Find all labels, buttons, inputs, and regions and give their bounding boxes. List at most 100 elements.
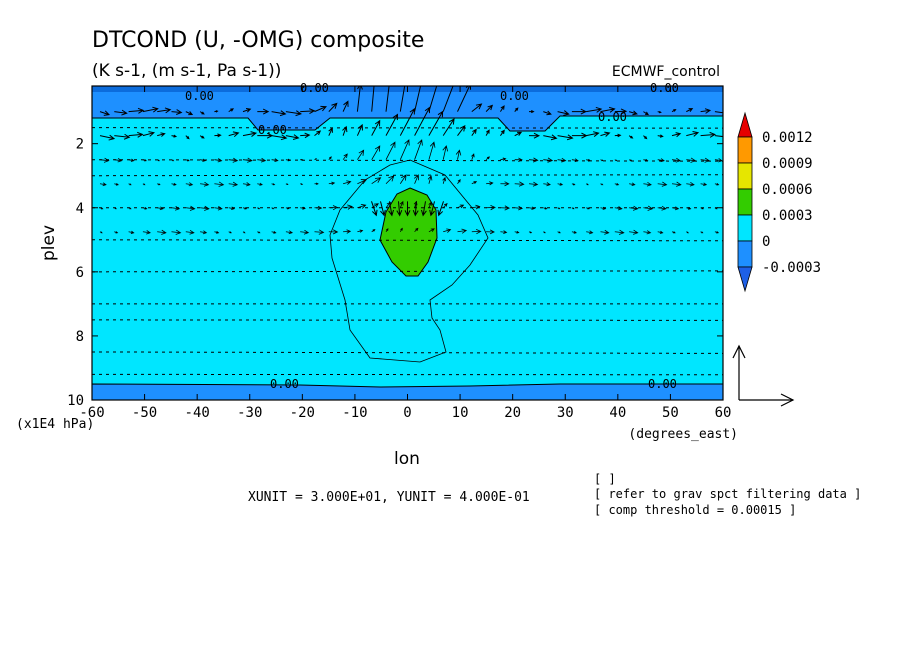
unit-note: XUNIT = 3.000E+01, YUNIT = 4.000E-01 [248,490,530,505]
wind-vector-arrow [714,135,723,138]
contour-label: 0.00 [598,110,627,124]
wind-vector-arrow [300,183,304,185]
wind-vector-arrow [414,139,423,160]
wind-vector-arrow [357,229,364,233]
wind-vector-arrow [200,230,208,235]
wind-vector-arrow [657,205,667,211]
wind-vector-arrow [157,107,172,114]
wind-vector-arrow [671,132,682,138]
wind-vector-arrow [427,175,433,184]
wind-vector-arrow [157,229,167,235]
colorbar-label: 0.0009 [762,156,813,172]
wind-vector-arrow [342,125,348,136]
wind-vector-arrow [314,130,322,137]
wind-vector-arrow [285,158,291,162]
wind-vector-arrow [628,159,633,162]
wind-vector-arrow [214,230,220,234]
chart-subtitle: (K s-1, (m s-1, Pa s-1)) [92,61,281,81]
wind-vector-arrow [142,230,151,235]
x-tick-label: 50 [662,405,679,421]
contour-label: 0.00 [258,123,287,137]
wind-vector-arrow [414,86,422,112]
wind-vector-arrow [300,206,306,210]
wind-vector-arrow [500,157,507,161]
wind-vector-arrow [114,109,128,116]
wind-vector-arrow [142,159,147,162]
wind-vector-arrow [242,182,251,187]
colorbar-label: 0.0012 [762,130,813,146]
wind-vector-arrow [543,207,548,210]
wind-vector-arrow [442,118,455,136]
wind-vector-arrow [99,157,110,163]
y-tick-label: 10 [67,393,84,409]
wind-vector-arrow [385,175,395,185]
wind-vector-arrow [399,174,407,184]
wind-vector-arrow [314,158,318,161]
wind-vector-arrow [300,108,316,115]
wind-vector-arrow [242,157,253,163]
wind-vector-arrow [214,206,223,211]
wind-vector-arrow [356,123,363,136]
wind-vector-arrow [228,181,239,187]
wind-vector-arrow [396,201,403,217]
wind-vector-arrow [342,153,348,160]
wind-vector-arrow [686,181,695,187]
wind-vector-arrow [314,182,319,186]
contour-label: 0.00 [300,81,329,95]
dashed-contour-line [92,127,723,129]
wind-vector-arrow [199,111,205,115]
wind-vector-arrow [128,207,132,210]
wind-vector-arrow [457,125,466,136]
wind-vector-arrow [600,206,607,210]
wind-vector-arrow [643,230,652,235]
note-line: [ comp threshold = 0.00015 ] [594,503,796,517]
wind-vector-arrow [371,119,381,136]
wind-vector-arrow [199,135,205,139]
x-tick-label: -40 [185,405,210,421]
wind-vector-arrow [471,153,475,160]
wind-vector-arrow [99,110,111,116]
wind-vector-arrow [514,181,525,187]
wind-vector-arrow [171,229,182,235]
wind-vector-arrow [471,228,482,235]
note-line: [ ] [594,472,616,486]
wind-vector-arrow [128,183,132,186]
wind-vector-arrow [686,231,690,234]
wind-vector-arrow [371,177,382,185]
wind-vector-arrow [614,159,618,162]
colorbar-swatch [737,240,753,268]
wind-vector-arrow [428,141,436,160]
wind-vector-arrow [657,134,664,138]
wind-vector-arrow [700,131,716,138]
wind-vector-arrow [328,229,339,235]
wind-vector-arrow [528,206,536,210]
wind-vector-arrow [671,231,676,234]
wind-vector-arrow [528,157,539,163]
wind-vector-arrow [628,135,634,139]
wind-vector-arrow [171,182,177,186]
wind-vector-arrow [399,107,415,136]
wind-vector-arrow [388,201,394,217]
wind-vector-arrow [228,108,235,113]
wind-vector-arrow [557,157,567,163]
wind-vector-arrow [185,229,195,235]
wind-vector-arrow [328,156,332,160]
wind-vector-arrow [543,182,551,187]
wind-vector-arrow [114,231,119,234]
wind-vector-arrow [285,134,300,141]
wind-vector-arrow [428,110,444,136]
wind-vector-arrow [356,86,363,112]
wind-vector-arrow [385,228,389,233]
wind-vector-arrow [371,229,376,233]
wind-vector-arrow [371,203,379,209]
wind-vector-arrow [500,230,508,234]
x-tick-label: 10 [452,405,469,421]
wind-vector-arrow [643,181,652,187]
wind-vector-arrow [399,200,404,208]
wind-vector-arrow [514,131,523,137]
wind-vector-arrow [528,231,533,234]
wind-vector-arrow [185,135,190,140]
x-tick-label: 60 [715,405,732,421]
wind-vector-arrow [171,159,175,162]
wind-vector-arrow [714,231,720,234]
